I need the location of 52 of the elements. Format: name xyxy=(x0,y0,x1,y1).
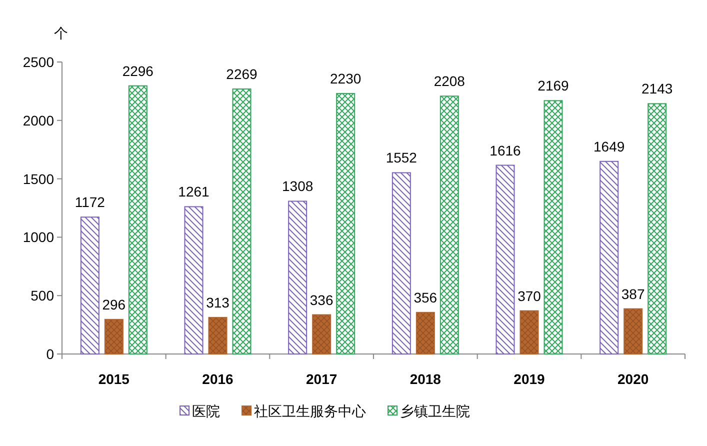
bar xyxy=(104,318,124,354)
bar xyxy=(440,96,459,354)
bar xyxy=(128,85,148,354)
data-label: 2269 xyxy=(226,66,258,82)
data-label: 1308 xyxy=(282,178,314,194)
x-tick-label: 2017 xyxy=(306,371,338,387)
y-tick-label: 1000 xyxy=(22,229,54,246)
y-tick-label: 1500 xyxy=(22,170,54,187)
data-label: 2296 xyxy=(122,62,154,79)
bar xyxy=(600,160,619,354)
y-tick-label: 500 xyxy=(30,288,54,304)
x-tick-label: 2020 xyxy=(618,371,649,387)
bar xyxy=(392,172,411,354)
bar xyxy=(544,100,563,354)
data-label: 1616 xyxy=(490,142,522,158)
bar xyxy=(232,88,252,354)
data-label: 336 xyxy=(310,292,334,308)
bar xyxy=(624,308,643,354)
data-label: 1261 xyxy=(178,184,210,200)
bar xyxy=(520,310,539,354)
bar xyxy=(312,314,332,354)
bar xyxy=(80,216,100,354)
data-label: 2143 xyxy=(642,80,673,97)
data-label: 356 xyxy=(414,289,438,306)
x-tick-label: 2016 xyxy=(202,371,234,387)
data-label: 2208 xyxy=(434,73,466,90)
legend-label: 乡镇卫生院 xyxy=(400,403,470,419)
legend-label: 医院 xyxy=(192,403,220,419)
bar xyxy=(496,164,515,354)
y-tick-label: 2000 xyxy=(22,112,54,128)
bar xyxy=(416,312,435,354)
data-label: 1649 xyxy=(594,138,625,154)
data-label: 387 xyxy=(621,286,645,302)
legend-label: 社区卫生服务中心 xyxy=(254,403,366,419)
bar xyxy=(208,316,228,354)
x-tick-label: 2018 xyxy=(410,371,442,387)
bar xyxy=(184,206,204,354)
data-label: 296 xyxy=(102,296,126,312)
x-tick-label: 2015 xyxy=(98,371,130,387)
data-label: 1172 xyxy=(74,194,106,210)
y-tick-label: 0 xyxy=(46,346,54,362)
bar xyxy=(648,103,667,354)
y-tick-label: 2500 xyxy=(22,54,54,70)
data-label: 370 xyxy=(518,288,542,304)
bar xyxy=(336,93,356,354)
data-label: 2169 xyxy=(538,78,570,94)
bar xyxy=(288,200,308,354)
data-label: 2230 xyxy=(330,70,362,87)
y-axis-title: 个 xyxy=(54,25,68,41)
x-tick-label: 2019 xyxy=(514,371,546,387)
data-label: 1552 xyxy=(386,150,418,166)
data-label: 313 xyxy=(206,294,230,310)
